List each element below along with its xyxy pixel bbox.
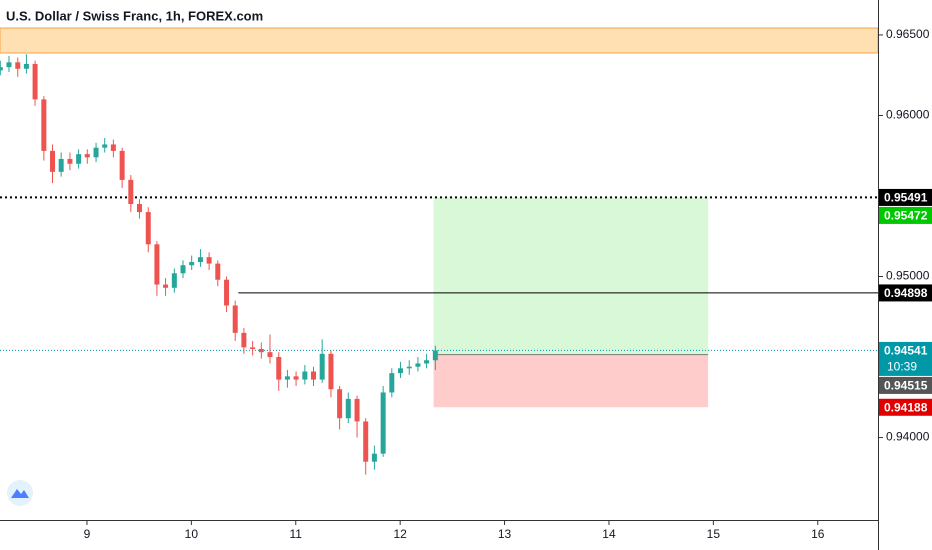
chart-title: U.S. Dollar / Swiss Franc, 1h, FOREX.com — [6, 8, 263, 23]
profit-zone — [433, 197, 709, 355]
candle-body — [15, 62, 21, 69]
price-label-bg — [879, 188, 932, 206]
candle-body — [180, 265, 186, 274]
y-tick-label: 0.94000 — [886, 430, 930, 444]
candle-body — [76, 154, 82, 164]
x-tick-label: 10 — [185, 527, 199, 541]
candle-body — [128, 179, 134, 205]
candle-body — [206, 257, 212, 264]
candle-body — [302, 371, 308, 380]
candle-body — [145, 212, 151, 245]
x-tick-label: 14 — [602, 527, 616, 541]
plot — [0, 27, 879, 475]
candle-body — [241, 332, 247, 348]
candle-body — [258, 348, 264, 353]
countdown-label: 10:39 — [887, 360, 917, 374]
candle-body — [171, 273, 177, 288]
candle-body — [354, 398, 360, 422]
logo — [7, 480, 33, 506]
candle-body — [415, 363, 421, 367]
candle-body — [32, 63, 38, 100]
price-label: 0.94188 — [884, 400, 928, 414]
price-label: 0.94541 — [884, 344, 928, 358]
y-tick-label: 0.96500 — [886, 27, 930, 41]
candle-body — [67, 158, 73, 164]
candle-body — [163, 284, 169, 288]
candle-body — [328, 353, 334, 390]
candle-body — [58, 158, 64, 172]
candle-body — [50, 150, 56, 172]
x-tick-label: 15 — [707, 527, 721, 541]
candle-body — [41, 99, 47, 151]
x-tick-label: 13 — [498, 527, 512, 541]
supply-zone — [0, 27, 879, 54]
candle-body — [110, 144, 116, 151]
candle-body — [345, 398, 351, 419]
candle-body — [0, 67, 3, 71]
price-label: 0.95491 — [884, 191, 928, 205]
candle-body — [432, 350, 438, 361]
candle-body — [319, 353, 325, 380]
candle-body — [311, 371, 317, 380]
candle-body — [136, 204, 142, 213]
candle-body — [197, 257, 203, 263]
candle-body — [250, 347, 256, 349]
candle-body — [23, 63, 29, 69]
price-label-bg — [879, 341, 932, 376]
price-label-bg — [879, 398, 932, 416]
price-label: 0.94515 — [884, 379, 928, 393]
candle-body — [397, 368, 403, 374]
y-tick-label: 0.95000 — [886, 269, 930, 283]
price-label-bg — [879, 206, 932, 224]
candle-body — [337, 389, 343, 419]
candle-body — [6, 62, 12, 68]
candle-body — [406, 366, 412, 369]
candle-body — [267, 352, 273, 358]
candle-body — [215, 263, 221, 280]
price-label-bg — [879, 376, 932, 394]
candle-body — [84, 154, 90, 158]
candle-body — [389, 373, 395, 393]
candle-body — [371, 453, 377, 462]
candle-body — [363, 421, 369, 462]
price-label: 0.95472 — [884, 209, 928, 223]
price-label-bg — [879, 284, 932, 302]
y-tick-label: 0.96000 — [886, 108, 930, 122]
candle-body — [154, 244, 160, 285]
price-label: 0.94898 — [884, 286, 928, 300]
candle-body — [380, 392, 386, 454]
x-tick-label: 16 — [811, 527, 825, 541]
candle-body — [293, 376, 299, 380]
candle-body — [424, 360, 430, 364]
x-tick-label: 11 — [290, 527, 303, 541]
candle-body — [119, 150, 125, 180]
x-tick-label: 12 — [393, 527, 407, 541]
candle-body — [189, 262, 195, 266]
candle-body — [93, 147, 99, 158]
loss-zone — [433, 354, 709, 408]
candle-body — [102, 144, 108, 148]
candle-body — [224, 279, 230, 306]
candle-body — [232, 305, 238, 333]
candle-body — [276, 357, 282, 380]
candle-body — [284, 376, 290, 380]
x-tick-label: 9 — [84, 527, 91, 541]
